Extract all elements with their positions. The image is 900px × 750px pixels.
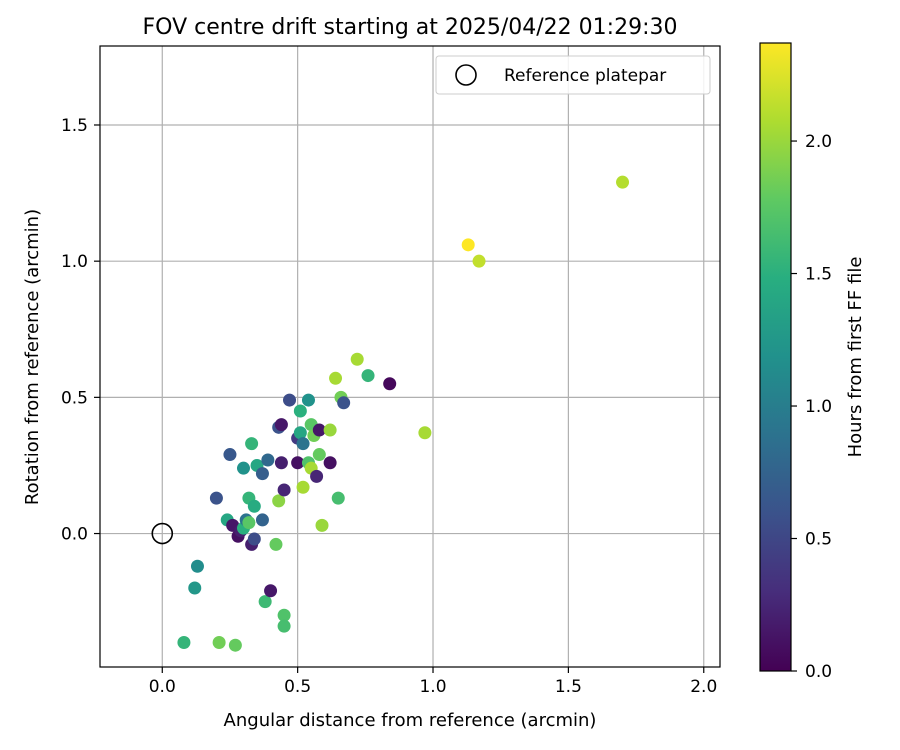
colorbar-label: Hours from first FF file: [845, 257, 866, 458]
scatter-point: [245, 437, 259, 451]
scatter-point: [301, 393, 315, 407]
scatter-point: [293, 426, 307, 440]
legend-label: Reference platepar: [504, 66, 666, 86]
scatter-point: [258, 595, 272, 609]
scatter-point: [277, 608, 291, 622]
scatter-point: [223, 448, 237, 462]
x-tick-label: 1.5: [555, 677, 582, 697]
scatter-point: [188, 581, 202, 595]
scatter-point: [212, 635, 226, 649]
x-axis-ticks: 0.0 0.5 1.0 1.5 2.0: [149, 667, 717, 697]
scatter-point: [228, 638, 242, 652]
scatter-point: [472, 254, 486, 268]
scatter-point: [461, 238, 475, 252]
scatter-point: [274, 418, 288, 432]
scatter-point: [283, 393, 297, 407]
scatter-point: [247, 499, 261, 513]
y-axis-label: Rotation from reference (arcmin): [22, 209, 43, 505]
scatter-point: [323, 456, 337, 470]
x-tick-label: 1.0: [419, 677, 446, 697]
scatter-point: [296, 480, 310, 494]
colorbar-ticks: 0.0 0.5 1.0 1.5 2.0: [791, 132, 832, 682]
scatter-point: [272, 494, 286, 508]
scatter-point: [296, 437, 310, 451]
scatter-point: [247, 532, 261, 546]
scatter-point: [350, 352, 364, 366]
scatter-point: [177, 635, 191, 649]
scatter-point: [255, 467, 269, 481]
scatter-point: [616, 175, 630, 189]
scatter-point: [315, 518, 329, 532]
scatter-point: [323, 423, 337, 437]
scatter-point: [277, 483, 291, 497]
y-tick-label: 1.0: [61, 252, 88, 272]
scatter-point: [361, 369, 375, 383]
scatter-point: [383, 377, 397, 391]
y-tick-label: 0.0: [61, 525, 88, 545]
reference-platepar-marker: [151, 522, 174, 545]
x-tick-label: 0.0: [149, 677, 176, 697]
legend-box: [435, 55, 711, 95]
legend: Reference platepar: [435, 55, 711, 95]
colorbar-tick-label: 2.0: [805, 132, 832, 152]
y-tick-label: 0.5: [61, 388, 88, 408]
legend-marker-icon: [455, 64, 477, 86]
plot-frame: [99, 45, 721, 668]
scatter-point: [418, 426, 432, 440]
scatter-point: [242, 516, 256, 530]
colorbar-tick-label: 1.0: [805, 397, 832, 417]
x-axis-label-group: Angular distance from reference (arcmin): [224, 710, 597, 731]
scatter-point: [337, 396, 351, 410]
scatter-point: [264, 584, 278, 598]
scatter-point: [255, 513, 269, 527]
scatter-point: [274, 456, 288, 470]
colorbar-gradient: [759, 42, 792, 672]
scatter-point: [331, 491, 345, 505]
grid-lines: [100, 46, 720, 667]
colorbar-tick-label: 0.5: [805, 530, 832, 550]
colorbar-tick-label: 0.0: [805, 662, 832, 682]
colorbar: 0.0 0.5 1.0 1.5 2.0 Hours from first FF file: [759, 42, 866, 682]
y-tick-label: 1.5: [61, 116, 88, 136]
scatter-point: [312, 423, 326, 437]
scatter-point: [329, 371, 343, 385]
colorbar-tick-label: 1.5: [805, 265, 832, 285]
scatter-point: [310, 469, 324, 483]
y-axis-ticks: 0.0 0.5 1.0 1.5: [61, 116, 100, 545]
scatter-point: [209, 491, 223, 505]
x-tick-label: 0.5: [284, 677, 311, 697]
x-axis-label: Angular distance from reference (arcmin): [224, 710, 597, 731]
scatter-point: [293, 404, 307, 418]
scatter-point: [277, 619, 291, 633]
scatter-point: [269, 537, 283, 551]
x-tick-label: 2.0: [690, 677, 717, 697]
chart-title: FOV centre drift starting at 2025/04/22 …: [143, 15, 678, 40]
y-axis-label-group: Rotation from reference (arcmin): [22, 209, 43, 505]
scatter-point: [291, 456, 305, 470]
scatter-point: [190, 559, 204, 573]
data-points: [177, 175, 630, 652]
scatter-point: [236, 461, 250, 475]
scatter-point: [261, 453, 275, 467]
scatter-point: [312, 448, 326, 462]
